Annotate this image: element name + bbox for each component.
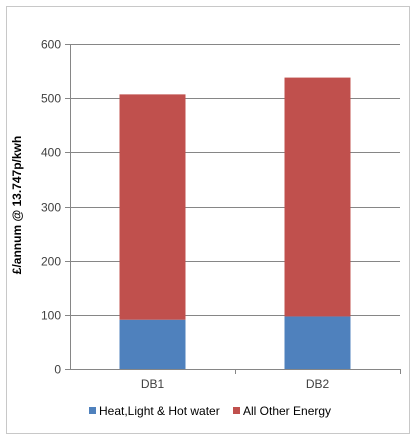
bar-db1-series-2 [119,94,186,320]
y-tick-label: 400 [41,146,61,160]
legend-label-1: Heat,Light & Hot water [99,404,220,418]
y-tick-label: 600 [41,38,61,52]
y-tick-label: 500 [41,92,61,106]
bar-db2-series-1 [284,316,351,369]
bars [119,77,351,369]
y-axis-title: £/annum @ 13.747p/kwh [10,136,24,274]
y-tick-label: 300 [41,201,61,215]
x-tick-label: DB2 [306,377,330,391]
x-tick-label: DB1 [141,377,165,391]
bar-db1-series-1 [119,319,186,369]
axes: 0 100 200 300 400 500 600 DB1 DB2 [41,38,401,391]
legend-label-2: All Other Energy [243,404,331,418]
bar-db2-series-2 [284,77,351,317]
y-tick-label: 200 [41,255,61,269]
legend: Heat,Light & Hot water All Other Energy [89,404,331,418]
legend-swatch-1 [89,407,96,414]
legend-swatch-2 [233,407,240,414]
y-tick-label: 100 [41,309,61,323]
y-tick-label: 0 [54,363,61,377]
